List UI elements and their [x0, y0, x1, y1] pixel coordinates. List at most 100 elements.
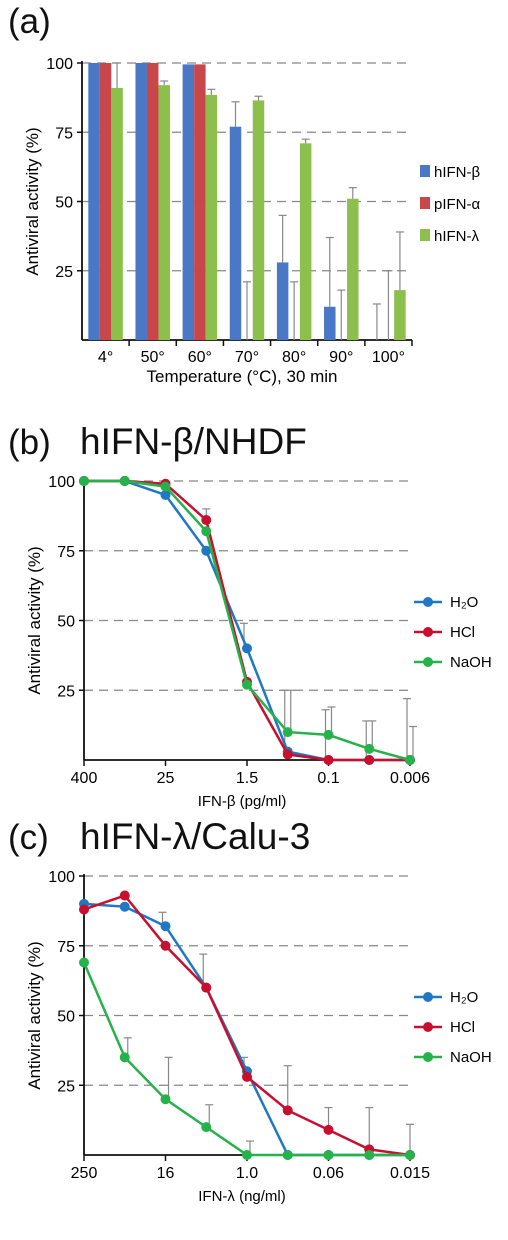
data-point-HCl: [323, 755, 334, 765]
chart-c-ytick-label: 100: [48, 869, 75, 886]
chart-b-ifn-beta-lines: 100 75 50 25 Antiviral activity (%) 400 25 1.5 0…: [25, 474, 492, 810]
bar-hIFN-λ: [205, 94, 218, 340]
chart-a-category-label: 70°: [235, 349, 259, 366]
chart-c-xtick-label: 16: [157, 1165, 175, 1182]
legend-marker-NaOH: [423, 657, 433, 667]
data-point-HCl: [282, 1105, 293, 1116]
bar-hIFN-λ: [394, 290, 406, 340]
legend-marker-HCl: [423, 627, 433, 637]
chart-c-ytick-label: 50: [57, 1009, 75, 1026]
data-point-NaOH: [323, 729, 334, 740]
legend-swatch-hIFN-β: [420, 165, 430, 177]
bar-hIFN-λ: [299, 143, 312, 340]
series-line-H₂O: [83, 902, 410, 1157]
bar-pIFN-α: [99, 63, 112, 340]
chart-b-xlabel: IFN-β (pg/ml): [198, 793, 287, 810]
chart-a-category-label: 4°: [98, 349, 113, 366]
legend-marker-H₂O: [423, 597, 433, 607]
legend-label: hIFN-β: [434, 164, 481, 181]
bar-pIFN-α: [194, 64, 206, 340]
panel-a-label: (a): [8, 2, 51, 41]
data-point-HCl: [79, 904, 89, 915]
legend-marker-HCl: [423, 1022, 433, 1032]
chart-c-xtick-label: 1.0: [236, 1165, 258, 1182]
data-point-H₂O: [242, 643, 252, 654]
bar-hIFN-λ: [252, 100, 265, 340]
data-point-HCl: [119, 890, 130, 901]
data-point-NaOH: [242, 1150, 252, 1160]
bar-pIFN-α: [146, 63, 159, 340]
chart-a-ylabel: Antiviral activity (%): [23, 127, 42, 275]
data-point-HCl: [364, 755, 375, 765]
legend-label: NaOH: [450, 1049, 492, 1066]
data-point-H₂O: [119, 901, 130, 912]
chart-c-ylabel: Antiviral activity (%): [25, 941, 44, 1089]
data-point-H₂O: [201, 545, 212, 556]
legend-label: H₂O: [450, 594, 478, 611]
panel-c-title: hIFN-λ/Calu-3: [80, 816, 311, 857]
legend-marker-NaOH: [423, 1052, 433, 1062]
chart-b-ytick-label: 25: [57, 683, 75, 700]
data-point-NaOH: [119, 1052, 130, 1063]
chart-b-xtick-label: 0.1: [317, 770, 339, 787]
chart-c-xtick-label: 250: [71, 1165, 98, 1182]
data-point-H₂O: [160, 489, 171, 500]
panel-c-label: (c): [8, 818, 49, 857]
data-point-NaOH: [160, 1094, 171, 1105]
legend-swatch-pIFN-α: [420, 197, 430, 209]
chart-a-ytick-label: 75: [55, 125, 73, 142]
legend-label: hIFN-λ: [434, 228, 480, 245]
chart-b-ytick-label: 75: [57, 544, 75, 561]
chart-b-xtick-label: 1.5: [236, 770, 258, 787]
chart-c-xtick-label: 0.015: [390, 1165, 430, 1182]
series-line-NaOH: [82, 961, 410, 1157]
legend-label: H₂O: [450, 989, 478, 1006]
data-point-HCl: [201, 515, 212, 526]
data-point-NaOH: [282, 727, 293, 738]
data-point-NaOH: [282, 1150, 293, 1160]
bar-hIFN-β: [88, 63, 100, 340]
data-point-HCl: [323, 1124, 334, 1135]
bar-hIFN-β: [324, 306, 336, 340]
data-point-NaOH: [119, 476, 130, 486]
bar-hIFN-β: [135, 63, 147, 340]
chart-c-ytick-label: 75: [57, 939, 75, 956]
panel-b-label: (b): [8, 423, 51, 462]
data-point-HCl: [201, 982, 212, 993]
legend-label: pIFN-α: [434, 196, 481, 213]
chart-c-xtick-label: 0.06: [313, 1165, 344, 1182]
data-point-HCl: [242, 1071, 252, 1082]
chart-b-ytick-label: 50: [57, 614, 75, 631]
legend-swatch-hIFN-λ: [420, 229, 430, 241]
bar-hIFN-λ: [158, 85, 170, 340]
bar-hIFN-β: [182, 64, 195, 340]
chart-c-ifn-lambda-lines: 100 75 50 25 Antiviral activity (%) 250 16 1.0 0…: [25, 869, 492, 1205]
chart-b-xtick-label: 0.006: [390, 770, 430, 787]
chart-a-ytick-label: 100: [46, 56, 73, 73]
data-point-NaOH: [79, 476, 89, 486]
legend-label: HCl: [450, 624, 475, 641]
chart-b-xtick-label: 25: [157, 770, 175, 787]
chart-a-xlabel: Temperature (°C), 30 min: [146, 367, 337, 386]
data-point-H₂O: [160, 921, 171, 932]
bar-hIFN-β: [229, 126, 242, 341]
data-point-NaOH: [364, 1150, 375, 1160]
bar-hIFN-λ: [347, 198, 359, 340]
chart-a-ytick-label: 25: [55, 264, 73, 281]
data-point-HCl: [160, 940, 171, 951]
chart-a-category-label: 60°: [188, 349, 212, 366]
data-point-NaOH: [160, 481, 171, 492]
data-point-NaOH: [201, 1122, 212, 1133]
legend-marker-H₂O: [423, 992, 433, 1002]
chart-a-category-label: 80°: [282, 349, 306, 366]
legend-label: HCl: [450, 1019, 475, 1036]
data-point-NaOH: [201, 526, 212, 537]
chart-c-ytick-label: 25: [57, 1078, 75, 1095]
chart-a-ytick-label: 50: [55, 195, 73, 212]
series-line-HCl: [83, 894, 411, 1157]
data-point-NaOH: [242, 679, 252, 690]
data-point-NaOH: [405, 1150, 415, 1160]
bar-hIFN-λ: [111, 87, 123, 341]
data-point-HCl: [282, 749, 293, 760]
chart-b-ytick-label: 100: [48, 474, 75, 491]
